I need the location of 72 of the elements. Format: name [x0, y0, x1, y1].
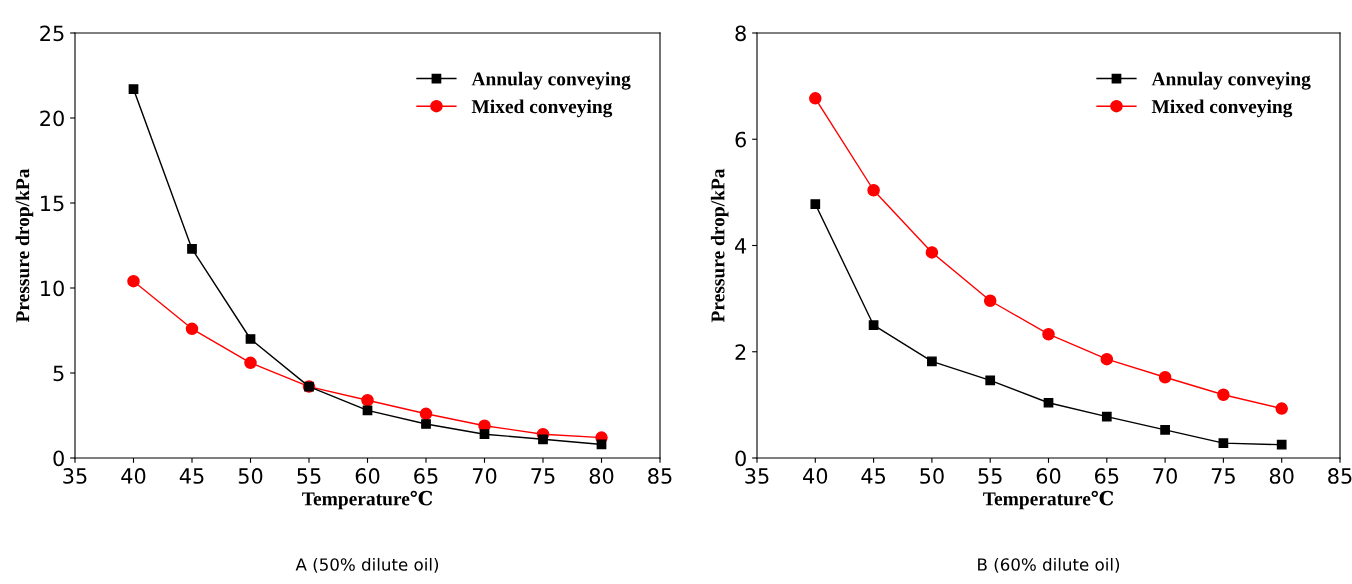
point — [421, 419, 431, 429]
y-tick-label: 0 — [53, 450, 64, 467]
x-tick-label: 60 — [355, 468, 380, 484]
point — [419, 407, 433, 421]
point — [244, 356, 257, 370]
y-tick-label: 15 — [41, 195, 64, 212]
y-tick-label: 4 — [735, 238, 747, 254]
point — [1043, 397, 1054, 408]
y-axis-title: Pressure drop/kPa — [15, 168, 34, 323]
x-axis-title: Temperature℃ — [983, 490, 1114, 510]
x-tick-label: 45 — [861, 468, 886, 484]
x-tick-label: 35 — [745, 468, 769, 484]
x-tick-label: 45 — [179, 468, 204, 484]
y-tick-label: 8 — [735, 25, 746, 42]
x-tick-label: 65 — [1095, 468, 1119, 484]
x-tick-label: 70 — [472, 468, 497, 484]
text: B (60% dilute oil) — [978, 557, 1120, 573]
x-tick-label: 40 — [803, 468, 828, 484]
x-tick-label: 55 — [297, 468, 321, 484]
point — [983, 294, 997, 308]
x-tick-label: 80 — [1269, 468, 1294, 484]
x-tick-label: 80 — [589, 468, 614, 484]
point — [1275, 402, 1288, 415]
x-tick-label: 50 — [920, 468, 944, 484]
point — [1160, 424, 1170, 435]
point — [1101, 411, 1112, 422]
legend-label: Annulay conveying — [1151, 71, 1311, 90]
point — [927, 356, 937, 367]
point — [1042, 327, 1055, 341]
y-tick-label: 10 — [41, 280, 64, 297]
x-axis-title: Temperature℃ — [302, 490, 433, 510]
x-tick-label: 55 — [978, 468, 1002, 484]
point — [985, 375, 996, 386]
x-tick-label: 70 — [1153, 468, 1177, 484]
y-tick-label: 0 — [735, 450, 746, 467]
y-tick-label: 5 — [53, 365, 64, 382]
point — [245, 334, 256, 344]
y-tick-label: 6 — [735, 131, 746, 148]
x-tick-label: 85 — [648, 468, 672, 484]
point — [1218, 438, 1229, 448]
point — [1217, 388, 1230, 402]
x-tick-label: 85 — [1328, 468, 1352, 484]
x-tick-label: 60 — [1036, 468, 1061, 484]
x-tick-label: 75 — [531, 468, 555, 484]
point — [809, 92, 822, 105]
y-tick-label: 20 — [40, 110, 64, 127]
x-tick-label: 50 — [238, 468, 263, 484]
point — [810, 199, 821, 209]
legend-label: Annulay conveying — [471, 71, 631, 90]
y-tick-label: 2 — [735, 344, 746, 360]
legend-label: Mixed conveying — [471, 99, 613, 118]
point — [479, 429, 490, 440]
legend-label: Mixed conveying — [1151, 99, 1293, 118]
point — [1100, 352, 1114, 366]
point — [185, 322, 199, 336]
point — [868, 320, 879, 331]
point — [1276, 439, 1287, 450]
x-tick-label: 75 — [1211, 468, 1235, 484]
y-axis-title: Pressure drop/kPa — [710, 168, 729, 323]
point — [867, 183, 880, 197]
y-tick-label: 25 — [40, 25, 64, 42]
x-tick-label: 40 — [121, 468, 146, 484]
text: A (50% dilute oil) — [295, 557, 439, 573]
point — [361, 393, 374, 407]
point — [1158, 370, 1172, 384]
point — [187, 244, 197, 254]
x-tick-label: 65 — [414, 468, 438, 484]
point — [127, 274, 140, 288]
point — [538, 434, 548, 445]
point — [925, 246, 939, 259]
x-tick-label: 35 — [63, 468, 87, 484]
point — [128, 84, 139, 94]
